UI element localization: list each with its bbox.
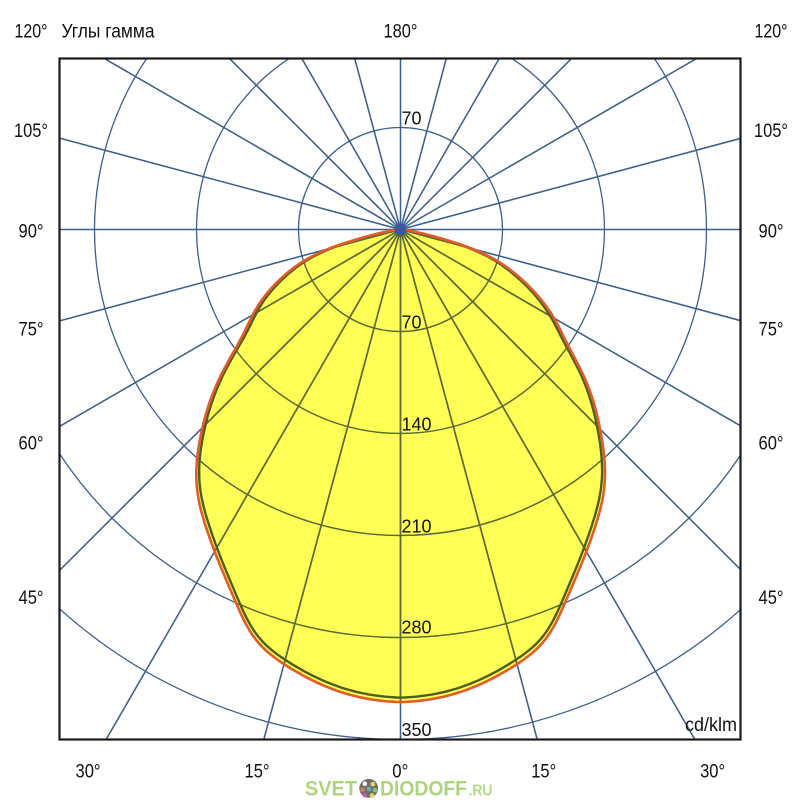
svg-text:140: 140	[402, 415, 432, 435]
svg-text:0°: 0°	[392, 761, 408, 782]
svg-text:60°: 60°	[19, 434, 44, 455]
svg-text:75°: 75°	[759, 320, 784, 341]
svg-text:45°: 45°	[19, 588, 44, 609]
svg-text:105°: 105°	[754, 121, 788, 142]
svg-text:30°: 30°	[76, 761, 101, 782]
svg-text:15°: 15°	[245, 761, 270, 782]
svg-text:70: 70	[402, 109, 422, 129]
svg-text:90°: 90°	[759, 221, 784, 242]
svg-text:Углы гамма: Углы гамма	[62, 22, 155, 43]
svg-text:350: 350	[402, 720, 432, 740]
svg-text:cd/klm: cd/klm	[685, 715, 737, 736]
svg-text:15°: 15°	[531, 761, 556, 782]
svg-text:.RU: .RU	[469, 783, 493, 800]
svg-text:SVET: SVET	[305, 777, 357, 800]
svg-text:DIODOFF: DIODOFF	[380, 777, 467, 800]
svg-text:90°: 90°	[19, 221, 44, 242]
svg-text:30°: 30°	[700, 761, 725, 782]
svg-text:120°: 120°	[15, 22, 48, 43]
svg-text:180°: 180°	[384, 22, 418, 43]
svg-text:120°: 120°	[755, 22, 788, 43]
svg-text:75°: 75°	[19, 320, 44, 341]
svg-text:45°: 45°	[759, 588, 784, 609]
svg-text:210: 210	[402, 517, 432, 537]
svg-text:60°: 60°	[759, 434, 784, 455]
svg-text:280: 280	[402, 618, 432, 638]
svg-text:70: 70	[402, 313, 422, 333]
svg-text:105°: 105°	[14, 121, 48, 142]
